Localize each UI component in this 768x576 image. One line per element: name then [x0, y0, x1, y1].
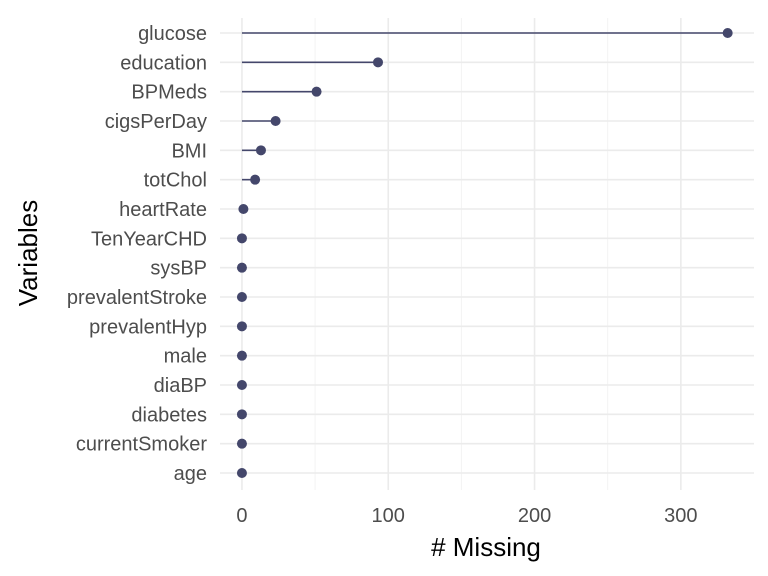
lollipop-point [236, 350, 247, 361]
lollipop-point [270, 116, 281, 126]
x-tick-labels: 0 100 200 300 [236, 505, 697, 527]
y-tick-label: prevalentHyp [89, 316, 207, 338]
lollipop-points [236, 28, 733, 478]
lollipop-point [255, 145, 266, 156]
y-tick-label: sysBP [150, 258, 207, 280]
lollipop-point [722, 28, 733, 38]
lollipop-point [236, 321, 247, 332]
minor-gridlines [314, 18, 609, 490]
lollipop-point [236, 262, 247, 273]
lollipop-point [250, 174, 261, 185]
y-tick-label: totChol [144, 170, 207, 192]
lollipop-point [236, 438, 247, 449]
lollipop-point [236, 409, 247, 420]
y-axis-title: Variables [13, 200, 43, 306]
y-tick-label: diabetes [131, 404, 207, 426]
y-tick-label: male [164, 346, 207, 368]
x-tick-label: 200 [518, 505, 551, 527]
y-tick-label: diaBP [154, 375, 207, 397]
y-tick-labels: glucose education BPMeds cigsPerDay BMI totCh… [67, 23, 207, 485]
y-tick-label: glucose [138, 23, 207, 45]
x-tick-label: 0 [236, 505, 247, 527]
lollipop-point [236, 468, 247, 478]
y-tick-label: cigsPerDay [105, 111, 207, 133]
y-tick-label: prevalentStroke [67, 287, 207, 309]
x-axis-title: # Missing [431, 532, 541, 562]
lollipop-point [311, 86, 322, 97]
lollipop-point [236, 233, 247, 244]
y-tick-label: education [120, 52, 207, 74]
y-tick-label: currentSmoker [76, 434, 207, 456]
lollipop-point [373, 57, 384, 68]
y-tick-label: age [174, 463, 207, 485]
major-gridlines [220, 18, 754, 490]
lollipop-point [236, 380, 247, 390]
y-tick-label: BPMeds [131, 82, 207, 104]
y-tick-label: BMI [171, 140, 207, 162]
lollipop-point [238, 204, 249, 214]
x-tick-label: 300 [664, 505, 697, 527]
x-tick-label: 100 [372, 505, 405, 527]
y-tick-label: TenYearCHD [91, 228, 207, 250]
lollipop-point [236, 292, 247, 302]
y-tick-label: heartRate [119, 199, 207, 221]
